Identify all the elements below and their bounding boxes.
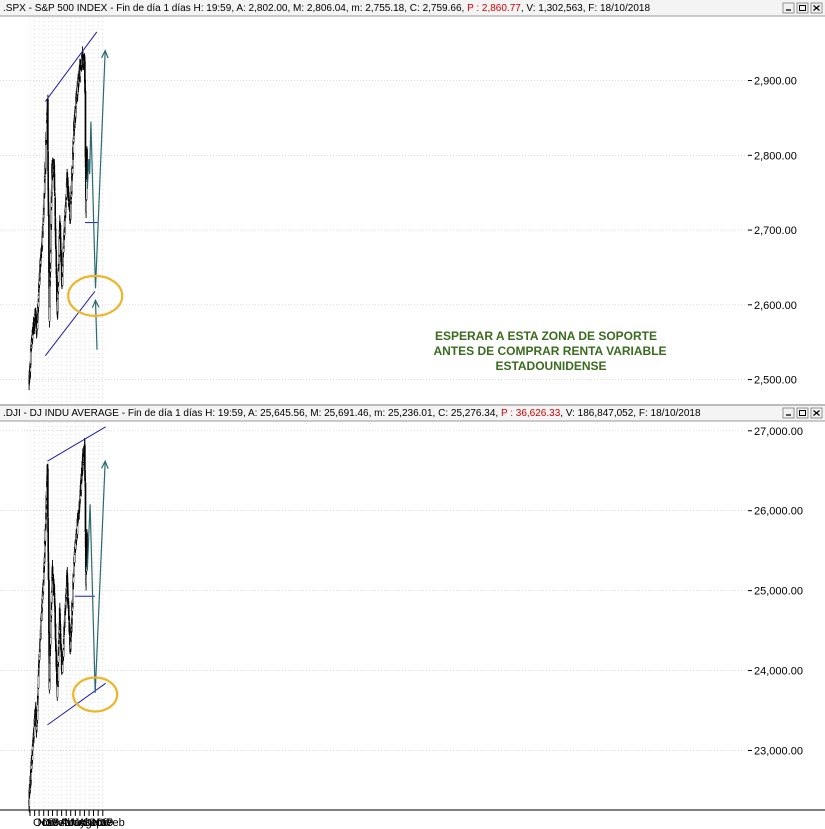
x-tick-label: Mar <box>56 817 75 829</box>
x-tick-label: Oct <box>33 817 50 829</box>
spx-projection <box>67 49 124 350</box>
x-tick-label: Dic <box>42 817 58 829</box>
x-axis: OctNovDic18FebMarAbrMayJunJulAgoSepOctNo… <box>0 809 825 829</box>
close-icon[interactable] <box>810 407 823 419</box>
x-tick-label: Oct <box>87 817 104 829</box>
dji-window-buttons <box>782 407 823 419</box>
close-icon[interactable] <box>810 2 823 14</box>
candle <box>47 166 49 191</box>
candle <box>49 660 51 683</box>
maximize-icon[interactable] <box>796 407 809 419</box>
x-axis-ticks: OctNovDic18FebMarAbrMayJunJulAgoSepOctNo… <box>29 810 125 829</box>
arrow-head-icon <box>101 459 109 469</box>
dji-panel: .DJI - DJ INDU AVERAGE - Fin de día 1 dí… <box>0 404 825 813</box>
x-tick-label: May <box>65 817 86 829</box>
projection-path <box>86 50 106 289</box>
channel-bottom-line <box>44 291 96 356</box>
x-tick-label: Feb <box>106 817 125 829</box>
x-tick-label: Feb <box>51 817 70 829</box>
y-tick-label: 2,500.00 <box>754 375 797 387</box>
support-zone-circle <box>72 676 119 713</box>
candle <box>53 187 56 196</box>
spx-candles <box>28 46 88 391</box>
spx-channel-lines <box>44 31 98 356</box>
y-tick-label: 2,900.00 <box>754 76 797 88</box>
candle <box>84 88 87 161</box>
y-tick-label: 26,000.00 <box>754 506 803 518</box>
candle <box>56 685 59 698</box>
candle <box>47 94 49 151</box>
candle <box>55 246 58 270</box>
candle <box>51 560 54 577</box>
spx-header: .SPX - S&P 500 INDEX - Fin de día 1 días… <box>3 3 650 14</box>
candle <box>43 198 45 215</box>
annotation-line-2: ANTES DE COMPRAR RENTA VARIABLE <box>433 344 666 358</box>
candle <box>48 578 50 635</box>
projection-arrow <box>94 300 98 350</box>
projection-path <box>86 461 106 693</box>
x-tick-label: Ago <box>78 817 98 829</box>
spx-y-axis: 2,500.00 2,600.00 2,700.00 2,800.00 2,900.00 <box>748 76 797 387</box>
y-tick-label: 2,800.00 <box>754 150 797 162</box>
annotation-line-3: ESTADOUNIDENSE <box>495 359 606 373</box>
channel-top-line <box>44 31 98 102</box>
candle <box>54 195 57 219</box>
y-tick-label: 2,700.00 <box>754 225 797 237</box>
spx-window-buttons <box>782 2 823 14</box>
candle <box>86 146 88 182</box>
channel-top-line <box>47 426 106 462</box>
candle <box>84 439 86 476</box>
dji-projection <box>72 459 119 713</box>
x-tick-label: Jul <box>74 817 88 829</box>
candle <box>45 139 47 175</box>
maximize-icon[interactable] <box>796 2 809 14</box>
candle <box>30 773 32 785</box>
spx-panel: .SPX - S&P 500 INDEX - Fin de día 1 días… <box>0 0 825 402</box>
y-tick-label: 23,000.00 <box>754 745 803 757</box>
y-tick-label: 27,000.00 <box>754 426 803 438</box>
y-tick-label: 25,000.00 <box>754 586 803 598</box>
y-tick-label: 2,600.00 <box>754 300 797 312</box>
x-tick-label: Sep <box>83 817 103 829</box>
x-tick-label: Nov <box>92 817 112 829</box>
x-tick-label: 19 <box>101 817 113 829</box>
minimize-icon[interactable] <box>782 2 795 14</box>
x-tick-label: 18 <box>47 817 59 829</box>
candle <box>48 209 50 277</box>
y-tick-label: 24,000.00 <box>754 666 803 678</box>
dji-candles <box>28 438 88 813</box>
candle <box>47 463 49 521</box>
candle <box>39 638 41 652</box>
candle <box>68 196 71 202</box>
x-tick-label: Nov <box>38 817 58 829</box>
dji-header: .DJI - DJ INDU AVERAGE - Fin de día 1 dí… <box>3 408 701 419</box>
arrow-head-icon <box>101 49 109 59</box>
x-tick-label: Abr <box>60 817 77 829</box>
dji-y-axis: 23,000.00 24,000.00 25,000.00 26,000.00 27,0… <box>748 426 803 757</box>
candle <box>44 176 46 181</box>
candle <box>42 223 44 237</box>
candle <box>47 558 50 581</box>
x-tick-label: Dic <box>97 817 113 829</box>
minimize-icon[interactable] <box>782 407 795 419</box>
x-tick-label: Jun <box>69 817 87 829</box>
arrow-head-icon <box>91 298 100 308</box>
support-zone-circle <box>67 274 124 317</box>
candle <box>84 477 87 535</box>
annotation-line-1: ESPERAR A ESTA ZONA DE SOPORTE <box>435 329 657 343</box>
